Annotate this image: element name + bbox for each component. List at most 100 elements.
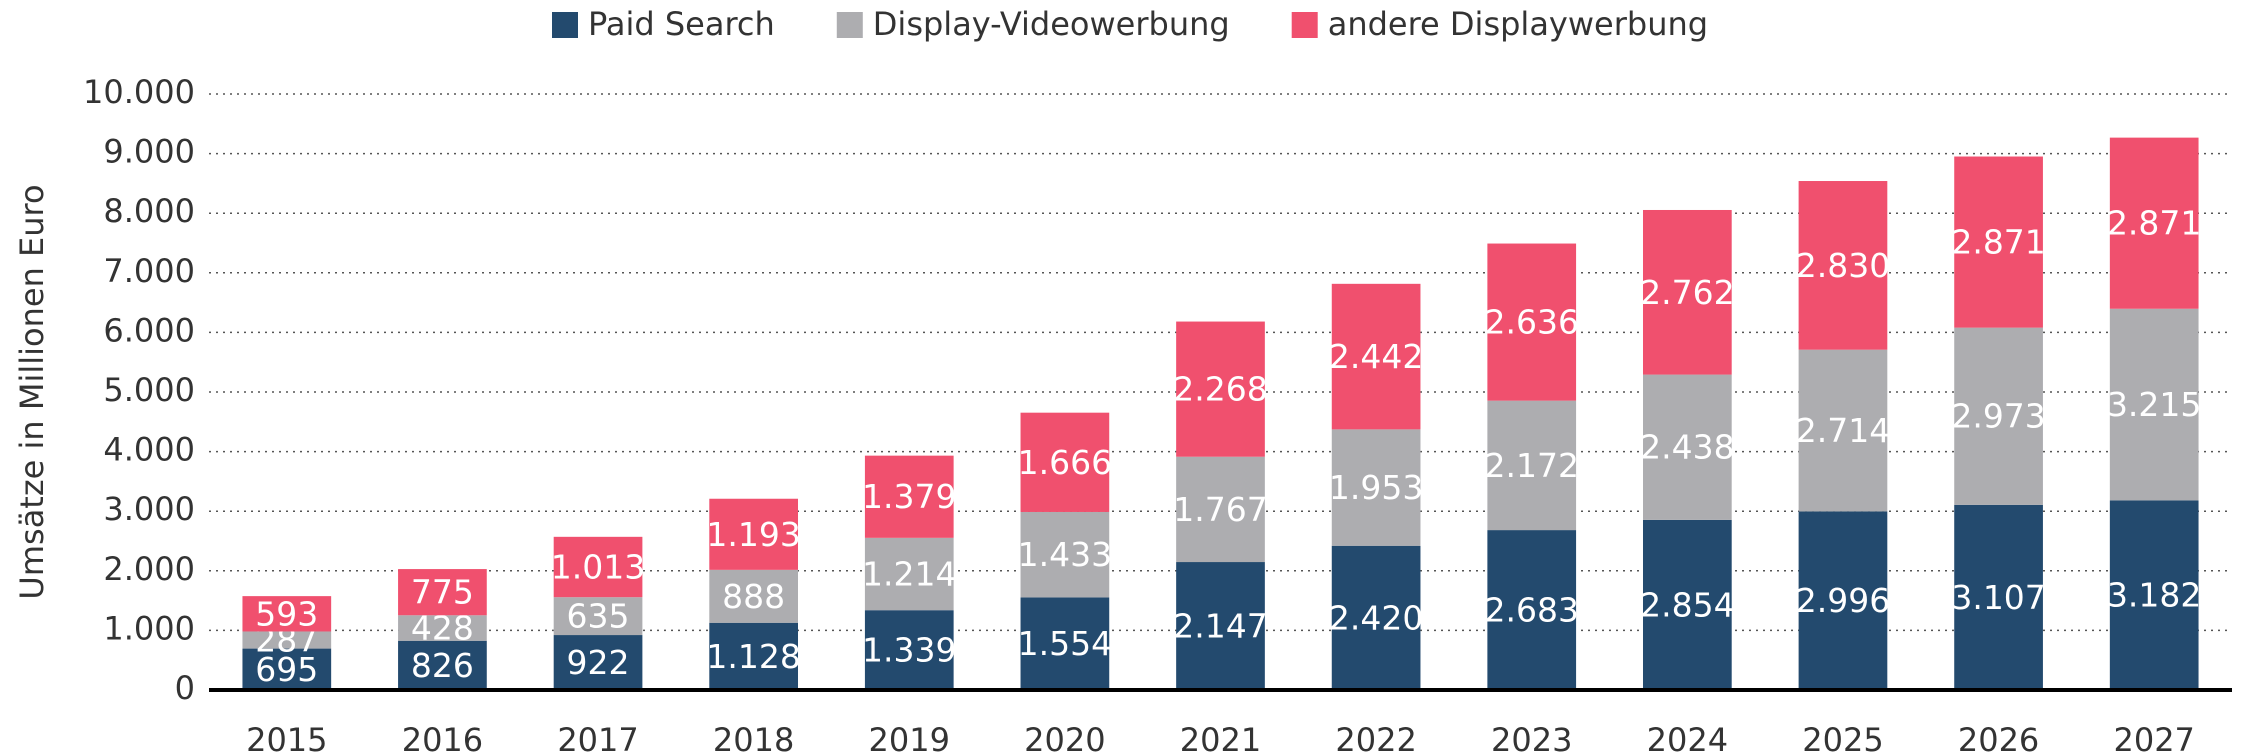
bar-segment [2109, 137, 2199, 309]
data-label: 2.147 [1173, 607, 1267, 646]
bar-segment [1331, 283, 1421, 430]
x-tick-label: 2021 [1180, 721, 1261, 756]
bar-segment [1954, 504, 2043, 690]
x-tick-label: 2017 [557, 721, 638, 756]
y-tick-label: 1.000 [103, 609, 195, 647]
bar-segment [553, 635, 643, 690]
x-tick-label: 2015 [246, 721, 327, 756]
data-label: 695 [255, 650, 318, 689]
bar-segment [1331, 545, 1421, 690]
data-label: 1.214 [862, 555, 956, 594]
bar-segment [553, 536, 643, 598]
y-tick-label: 4.000 [103, 431, 195, 469]
bar-segment [242, 596, 332, 632]
bar-segment [242, 631, 332, 649]
data-label: 1.013 [551, 548, 645, 587]
data-label: 2.854 [1640, 585, 1734, 624]
bar-segment [1954, 327, 2043, 505]
bar-segment [1642, 374, 1732, 520]
x-tick-label: 2025 [1802, 721, 1883, 756]
data-label: 2.762 [1640, 273, 1734, 312]
legend-swatch [836, 12, 863, 38]
data-label: 2.996 [1796, 581, 1890, 620]
y-tick-label: 5.000 [103, 371, 195, 409]
y-tick-label: 7.000 [103, 252, 195, 290]
data-label: 2.636 [1484, 303, 1578, 342]
data-label: 2.172 [1484, 446, 1578, 485]
data-label: 3.182 [2107, 576, 2201, 615]
bar-segment [1176, 321, 1265, 457]
data-label: 2.871 [1951, 223, 2045, 262]
x-tick-label: 2018 [713, 721, 794, 756]
data-label: 775 [411, 573, 474, 612]
data-label: 2.268 [1173, 370, 1267, 409]
y-tick-label: 0 [175, 669, 195, 707]
bar-segment [2109, 308, 2199, 501]
legend-swatch [552, 12, 578, 38]
data-label: 2.830 [1796, 246, 1890, 285]
x-tick-label: 2026 [1958, 721, 2039, 756]
x-tick-label: 2023 [1491, 721, 1572, 756]
x-tick-label: 2022 [1335, 721, 1416, 756]
bar-segment [1020, 412, 1110, 512]
data-label: 593 [255, 594, 318, 633]
bar-segment [242, 648, 332, 690]
data-label: 1.379 [862, 477, 956, 516]
bar-segment [864, 455, 954, 538]
data-label: 1.666 [1018, 443, 1112, 482]
x-tick-label: 2016 [402, 721, 483, 756]
bar-segment [1487, 400, 1577, 531]
bar-segment [398, 615, 487, 641]
bar-segment [1176, 562, 1265, 690]
bar-segment [1487, 530, 1577, 690]
bar-segment [1176, 456, 1265, 563]
data-label: 2.973 [1951, 397, 2045, 436]
data-label: 888 [722, 577, 785, 616]
bar-segment [1020, 511, 1110, 598]
bar-segment [1487, 243, 1577, 401]
data-label: 3.107 [1951, 578, 2045, 617]
bar-segment [709, 622, 799, 690]
data-label: 2.438 [1640, 428, 1734, 467]
data-label: 635 [567, 597, 630, 636]
bar-segment [2109, 500, 2199, 690]
y-axis-title: Umsätze in Millionen Euro [13, 184, 51, 599]
data-label: 2.683 [1484, 591, 1578, 630]
y-tick-label: 9.000 [103, 133, 195, 171]
x-tick-label: 2024 [1647, 721, 1728, 756]
y-tick-label: 3.000 [103, 490, 195, 528]
data-label: 826 [411, 646, 474, 685]
data-label: 1.128 [706, 637, 800, 676]
legend-label: Paid Search [588, 5, 775, 43]
bar-segment [1642, 209, 1732, 375]
legend-label: andere Displaywerbung [1328, 5, 1708, 43]
legend-swatch [1291, 12, 1318, 38]
bar-segment [1798, 181, 1888, 350]
bar-segment [553, 597, 643, 636]
y-tick-label: 6.000 [103, 311, 195, 349]
bar-segment [1954, 156, 2043, 328]
data-label: 1.554 [1018, 624, 1112, 663]
data-label: 2.871 [2107, 204, 2201, 243]
bar-segment [398, 569, 487, 616]
data-label: 1.339 [862, 631, 956, 670]
bar-segment [709, 498, 799, 570]
data-label: 2.714 [1796, 411, 1890, 450]
x-tick-label: 2020 [1024, 721, 1105, 756]
data-label: 922 [567, 643, 630, 682]
x-tick-label: 2019 [869, 721, 950, 756]
bar-segment [864, 537, 954, 611]
bar-segment [1798, 511, 1888, 690]
data-label: 1.953 [1329, 468, 1423, 507]
bar-segment [864, 610, 954, 690]
data-label: 1.433 [1018, 535, 1112, 574]
legend-label: Display-Videowerbung [873, 5, 1230, 43]
bar-segment [1798, 349, 1888, 512]
bar-segment [398, 640, 487, 690]
data-label: 3.215 [2107, 385, 2201, 424]
bar-segment [1331, 429, 1421, 546]
x-tick-label: 2027 [2113, 721, 2194, 756]
bar-segment [709, 569, 799, 623]
data-label: 2.442 [1329, 337, 1423, 376]
